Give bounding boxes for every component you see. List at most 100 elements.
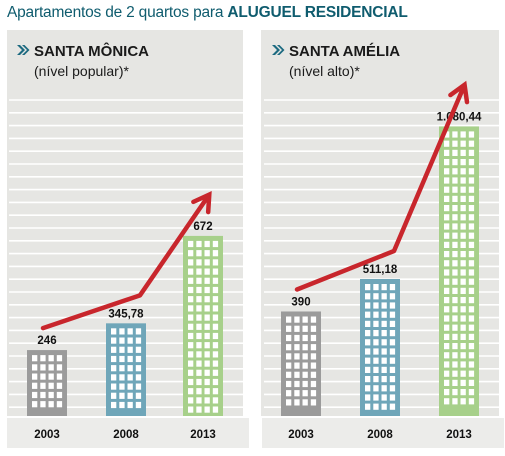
bullet-arrow-icon [272, 45, 285, 55]
bar-window [452, 352, 458, 359]
bar-window [127, 365, 133, 372]
bar-window [212, 332, 219, 340]
bar-window [188, 296, 194, 303]
bar-window [212, 259, 219, 266]
bar-window [389, 284, 396, 291]
bar-2013 [439, 126, 479, 416]
bar-window [204, 268, 210, 275]
bar-window [468, 232, 475, 239]
bar-window [460, 398, 466, 405]
bar-window [204, 305, 210, 312]
bar-window [286, 353, 292, 360]
bar-window [196, 250, 202, 257]
bar-window [119, 401, 125, 409]
bar-window [212, 277, 219, 284]
bar-window [310, 316, 317, 323]
bar-window [310, 399, 317, 406]
panel-title: SANTA AMÉLIA [289, 43, 400, 60]
bar-window [286, 380, 292, 388]
bar-window [444, 177, 450, 184]
bar-window [302, 334, 308, 342]
bar-window [212, 305, 219, 312]
year-label-2013: 2013 [190, 429, 216, 441]
bar-window [212, 296, 219, 303]
bar-window [381, 311, 387, 318]
bullet-arrow-icon [17, 45, 30, 55]
bar-window [212, 351, 219, 358]
bar-window [444, 379, 450, 386]
bar-window [468, 159, 475, 166]
bar-window [452, 306, 458, 313]
bar-window [373, 403, 379, 410]
bar-window [196, 286, 202, 294]
bar-window [188, 342, 194, 349]
bar-window [294, 362, 300, 369]
bar-window [40, 401, 46, 408]
bar-window [381, 385, 387, 392]
bar-window [196, 323, 202, 330]
bar-window [468, 205, 475, 212]
bar-window [196, 369, 202, 376]
bar-window [135, 383, 142, 390]
bar-window [381, 366, 387, 373]
bar-window [48, 391, 54, 399]
bar-window [460, 149, 466, 156]
bar-window [188, 397, 194, 404]
bar-window [452, 140, 458, 147]
bar-window [212, 250, 219, 257]
bar-window [32, 373, 38, 380]
bar-window [460, 223, 466, 230]
bar-window [302, 399, 308, 406]
bar-window [204, 378, 210, 386]
bar-window [212, 286, 219, 294]
bar-window [389, 320, 396, 327]
bar-window [389, 357, 396, 364]
bar-window [381, 339, 387, 346]
bar-window [188, 286, 194, 294]
bar-window [40, 355, 46, 362]
bar-window [56, 355, 63, 362]
bar-window [127, 392, 133, 399]
bar-window [48, 373, 54, 380]
bar-window [468, 343, 475, 350]
bar-window [452, 324, 458, 331]
panel-subtitle: (nível popular)* [34, 63, 129, 79]
bar-window [286, 371, 292, 378]
bar-window [444, 131, 450, 138]
bar-window [381, 348, 387, 355]
bar-window [365, 376, 371, 383]
bar-window [444, 324, 450, 331]
bar-window [196, 332, 202, 340]
bar-window [468, 389, 475, 396]
bar-window [302, 371, 308, 378]
bar-window [127, 374, 133, 381]
bar-window [444, 159, 450, 166]
bar-window [452, 177, 458, 184]
bar-window [452, 269, 458, 276]
bar-window [196, 397, 202, 404]
bar-window [452, 297, 458, 304]
bar-window [196, 360, 202, 367]
bar-window [365, 339, 371, 346]
bar-window [111, 383, 117, 390]
bar-window [111, 365, 117, 372]
bar-window [452, 186, 458, 193]
bar-body [360, 279, 400, 416]
bar-window [310, 390, 317, 397]
bar-window [444, 352, 450, 359]
bullet-arrow-shape-a [272, 45, 280, 55]
value-label-2013: 1.080,44 [437, 111, 482, 123]
bar-window [204, 360, 210, 367]
bar-window [452, 389, 458, 396]
bar-window [460, 195, 466, 202]
bar-window [286, 362, 292, 369]
bar-window [204, 277, 210, 284]
bar-window [302, 390, 308, 397]
bar-window [188, 351, 194, 358]
bar-window [204, 369, 210, 376]
bar-window [119, 374, 125, 381]
bar-window [204, 323, 210, 330]
bar-window [373, 394, 379, 401]
bar-window [212, 314, 219, 321]
bar-window [452, 315, 458, 322]
